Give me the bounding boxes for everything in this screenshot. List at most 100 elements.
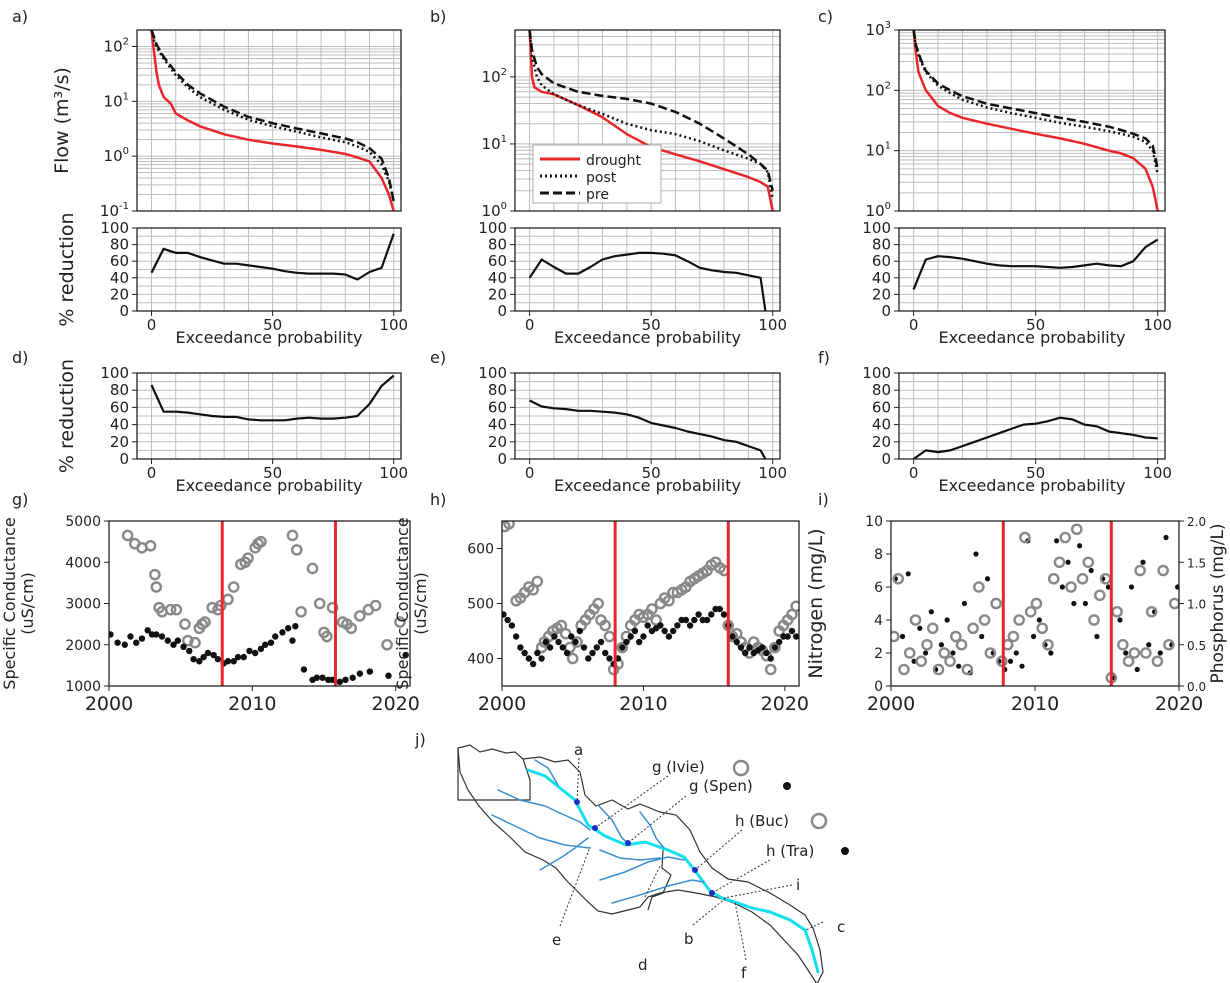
point-phosphorus bbox=[1088, 614, 1100, 626]
point-filled bbox=[144, 627, 151, 634]
point-open bbox=[179, 618, 191, 630]
point-filled bbox=[504, 616, 511, 624]
point-phosphorus bbox=[978, 614, 991, 626]
xtick-label: 50 bbox=[642, 464, 661, 482]
point-filled bbox=[240, 653, 247, 661]
ytick-label: 0 bbox=[119, 450, 129, 468]
point-filled bbox=[589, 649, 596, 657]
series-line-reduction bbox=[150, 233, 395, 281]
point-nitrogen bbox=[1054, 538, 1060, 544]
legend-post-label: post bbox=[586, 170, 617, 186]
point-filled bbox=[619, 644, 626, 651]
point-filled bbox=[300, 666, 308, 673]
map-label-g-spen: g (Spen) bbox=[689, 777, 753, 795]
ytick2-label: 0.5 bbox=[1187, 639, 1206, 653]
point-nitrogen bbox=[1065, 559, 1071, 565]
ytick-exponent: 1 bbox=[885, 141, 891, 152]
y-axis-label: Flow (m³/s) bbox=[51, 67, 73, 174]
ytick-label: 100 bbox=[862, 219, 891, 237]
point-phosphorus bbox=[1117, 638, 1129, 651]
point-filled bbox=[572, 638, 579, 646]
point-filled bbox=[279, 629, 286, 636]
point-filled bbox=[568, 633, 575, 640]
xtick-label: 2000 bbox=[85, 693, 133, 715]
point-filled bbox=[644, 622, 651, 629]
point-filled bbox=[737, 644, 745, 651]
point-filled bbox=[576, 627, 583, 635]
panel-letter-j: j) bbox=[414, 730, 426, 749]
point-nitrogen bbox=[1088, 567, 1094, 574]
point-nitrogen bbox=[938, 642, 945, 648]
point-filled bbox=[551, 633, 558, 640]
ytick-label: 0 bbox=[497, 450, 507, 468]
point-filled bbox=[606, 655, 613, 662]
point-filled bbox=[759, 644, 766, 651]
point-filled bbox=[669, 627, 677, 635]
point-phosphorus bbox=[1168, 597, 1179, 610]
point-filled bbox=[657, 622, 664, 629]
point-phosphorus bbox=[891, 630, 900, 643]
point-filled bbox=[164, 637, 171, 644]
point-filled bbox=[631, 627, 639, 635]
ytick-label: 0 bbox=[874, 679, 883, 695]
ytick-label: 10 bbox=[865, 514, 883, 530]
point-filled bbox=[546, 644, 554, 651]
point-open bbox=[255, 535, 267, 548]
point-nitrogen bbox=[984, 576, 991, 582]
point-phosphorus bbox=[950, 630, 962, 643]
ytick-label: 101 bbox=[104, 91, 129, 110]
series-line-pre bbox=[528, 30, 774, 192]
xtick-label: 0 bbox=[909, 464, 919, 482]
ytick-label: 100 bbox=[482, 201, 507, 220]
series-line-reduction bbox=[150, 374, 395, 422]
point-nitrogen bbox=[1134, 666, 1140, 673]
point-nitrogen bbox=[1059, 584, 1065, 590]
ytick-exponent: 1 bbox=[123, 91, 129, 102]
point-filled bbox=[127, 633, 134, 640]
point-filled bbox=[512, 633, 520, 640]
point-nitrogen bbox=[1163, 534, 1169, 541]
point-filled bbox=[114, 639, 121, 646]
panel-letter-f: f) bbox=[818, 348, 830, 367]
point-open bbox=[646, 603, 658, 615]
point-filled bbox=[133, 639, 140, 646]
ytick-label: 20 bbox=[488, 433, 507, 451]
point-open bbox=[306, 562, 319, 575]
point-nitrogen bbox=[979, 633, 985, 640]
point-phosphorus bbox=[1030, 597, 1043, 610]
panel-letter-e: e) bbox=[430, 348, 446, 367]
ytick-label: 500 bbox=[467, 597, 494, 613]
river-trib-1 bbox=[497, 789, 591, 831]
panel-letter-b: b) bbox=[430, 7, 446, 26]
ytick-label: 600 bbox=[467, 542, 494, 558]
point-open bbox=[603, 630, 616, 643]
point-filled bbox=[508, 622, 516, 629]
ytick-label: 100 bbox=[866, 201, 891, 220]
point-phosphorus bbox=[932, 663, 945, 676]
point-filled bbox=[623, 638, 630, 646]
point-filled bbox=[597, 638, 605, 646]
point-open bbox=[189, 636, 201, 649]
ytick-label: 102 bbox=[866, 80, 891, 99]
river-trib-7 bbox=[611, 879, 705, 904]
point-open bbox=[566, 652, 579, 665]
series-g bbox=[109, 529, 409, 686]
point-phosphorus bbox=[1065, 581, 1077, 593]
ytick-label: 2 bbox=[874, 646, 883, 662]
ytick-label: 5000 bbox=[65, 514, 101, 530]
point-filled bbox=[174, 637, 181, 644]
xtick-label: 2000 bbox=[478, 693, 526, 715]
series-c2 bbox=[912, 238, 1159, 290]
point-open bbox=[242, 552, 254, 564]
map-leader-lines bbox=[559, 757, 824, 961]
ytick-exponent: 2 bbox=[501, 67, 507, 78]
point-filled bbox=[776, 638, 783, 646]
ytick-label: 20 bbox=[110, 285, 129, 303]
subbasin-outline-mid bbox=[647, 849, 672, 911]
point-filled bbox=[767, 655, 774, 662]
xtick-label: 0 bbox=[909, 316, 919, 334]
point-filled bbox=[170, 641, 177, 648]
